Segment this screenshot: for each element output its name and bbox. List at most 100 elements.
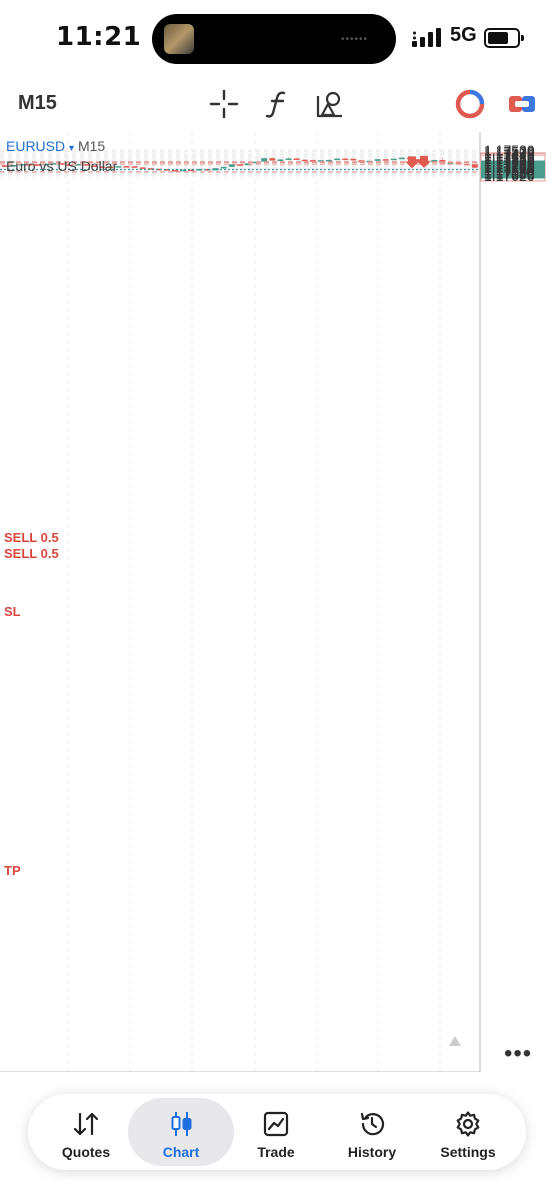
candle-bull [334,158,341,161]
bottom-navigation: Quotes Chart Trade History [28,1094,526,1170]
gear-icon [456,1111,480,1137]
scroll-to-end-icon [449,1036,461,1046]
nav-quotes[interactable]: Quotes [36,1098,136,1166]
nav-settings[interactable]: Settings [418,1098,518,1166]
one-click-trading-icon[interactable] [506,88,538,120]
candle-bear [2,165,8,167]
candle-bull [228,164,235,167]
battery-icon [484,28,524,48]
candle-bull [326,159,332,162]
candle-bull [196,169,203,171]
candle-bull [317,160,324,162]
price-tick-label: 1.17350 [484,151,535,167]
nav-settings-label: Settings [440,1144,496,1160]
candle-bear [107,166,114,169]
candle-bull [431,159,438,163]
more-options-icon[interactable]: ••• [504,1040,533,1067]
sell-entry-arrow [405,156,419,169]
price-tick-label: 1.17530 [484,142,535,158]
candle-bear [382,159,389,161]
price-tick-label: 1.17110 [484,164,534,180]
objects-icon[interactable] [314,88,346,120]
candle-bear [164,169,170,171]
candle-bear [99,166,106,168]
history-clock-icon [360,1112,385,1136]
candle-bear [26,164,33,166]
candle-bear [188,169,195,172]
symbol-timeframe: M15 [77,138,106,154]
candle-bear [139,167,146,169]
candle-bull [374,159,381,161]
price-tick-label: 1.17290 [484,154,535,170]
function-icon[interactable] [262,88,294,120]
candle-bear [269,158,276,161]
candle-bear [147,168,154,170]
price-tick-label: 1.17080 [484,165,535,181]
candle-bear [342,158,349,161]
candle-bull [261,158,268,162]
nav-chart[interactable]: Chart [128,1098,234,1166]
price-tick-label: 1.17200 [484,159,535,175]
price-tick-label: 1.17140 [484,162,535,178]
price-tick-label: 1.17440 [484,147,535,163]
crosshair-icon[interactable] [208,88,240,120]
current-price-label: 1.17149 [484,162,535,178]
order-label-sell-1[interactable]: SELL 0.5 [4,530,59,545]
status-time: 11:21 [56,22,142,52]
timeframe-button[interactable]: M15 [18,92,57,114]
candle-bear [131,166,138,168]
candle-bear [301,159,308,162]
candle-bear [350,158,357,161]
candle-bull [42,163,49,166]
chart-grid [0,132,480,1072]
price-tick-label: 1.17260 [484,156,535,172]
order-lines: 1.172981.172891.172551.171021.17149 [0,152,546,182]
nav-trade-label: Trade [257,1144,295,1160]
candle-bull [180,169,187,172]
price-chart[interactable]: 1.172981.172891.172551.171021.17149 1.17… [0,132,554,1072]
trade-markers [405,155,461,1046]
candle-bear [83,164,89,166]
candle-bear [471,163,478,168]
island-indicator: •••••• [340,34,368,45]
nav-quotes-label: Quotes [61,1144,111,1160]
price-tick-label: 1.17470 [484,145,535,161]
candle-bear [236,164,243,166]
price-tick-label: 1.17050 [484,167,535,183]
price-tick-label: 1.17170 [484,160,535,176]
price-tick-label: 1.17500 [484,144,535,160]
candle-bear [293,158,300,160]
candle-bear [172,169,179,172]
order-label-sell-2[interactable]: SELL 0.5 [4,546,59,561]
sell-entry-arrow [417,155,431,168]
dynamic-island: •••••• [152,14,396,64]
candle-bull [50,163,57,165]
sort-arrows-icon [73,1112,99,1136]
candle-bull [285,158,292,160]
symbol-name: EURUSD [6,138,66,154]
price-axis-labels: 1.175301.175001.174701.174401.174101.173… [484,142,535,184]
stop-loss-label[interactable]: SL [4,604,21,619]
price-tick-label: 1.17230 [484,157,535,173]
cellular-signal-icon [412,28,441,47]
price-tick-label: 1.17410 [484,148,535,164]
candle-bull [74,164,81,166]
candle-bear [123,166,130,168]
nav-trade[interactable]: Trade [226,1098,326,1166]
price-tick-label: 1.17020 [484,168,535,184]
nav-history-label: History [347,1144,397,1160]
candle-bear [415,159,422,162]
network-type: 5G [450,24,477,46]
nav-history[interactable]: History [322,1098,422,1166]
trade-bubble-icon[interactable] [454,88,486,120]
candle-bear [204,169,211,171]
symbol-description: Euro vs US Dollar [6,158,118,174]
candle-bear [34,164,41,166]
candle-bear [309,160,316,162]
price-tick-label: 1.17380 [484,150,535,166]
candle-bull [18,164,25,166]
candle-bear [66,164,73,167]
candle-bull [390,158,397,161]
take-profit-label[interactable]: TP [4,863,21,878]
chart-symbol[interactable]: EURUSD ▾ M15 [6,138,105,154]
